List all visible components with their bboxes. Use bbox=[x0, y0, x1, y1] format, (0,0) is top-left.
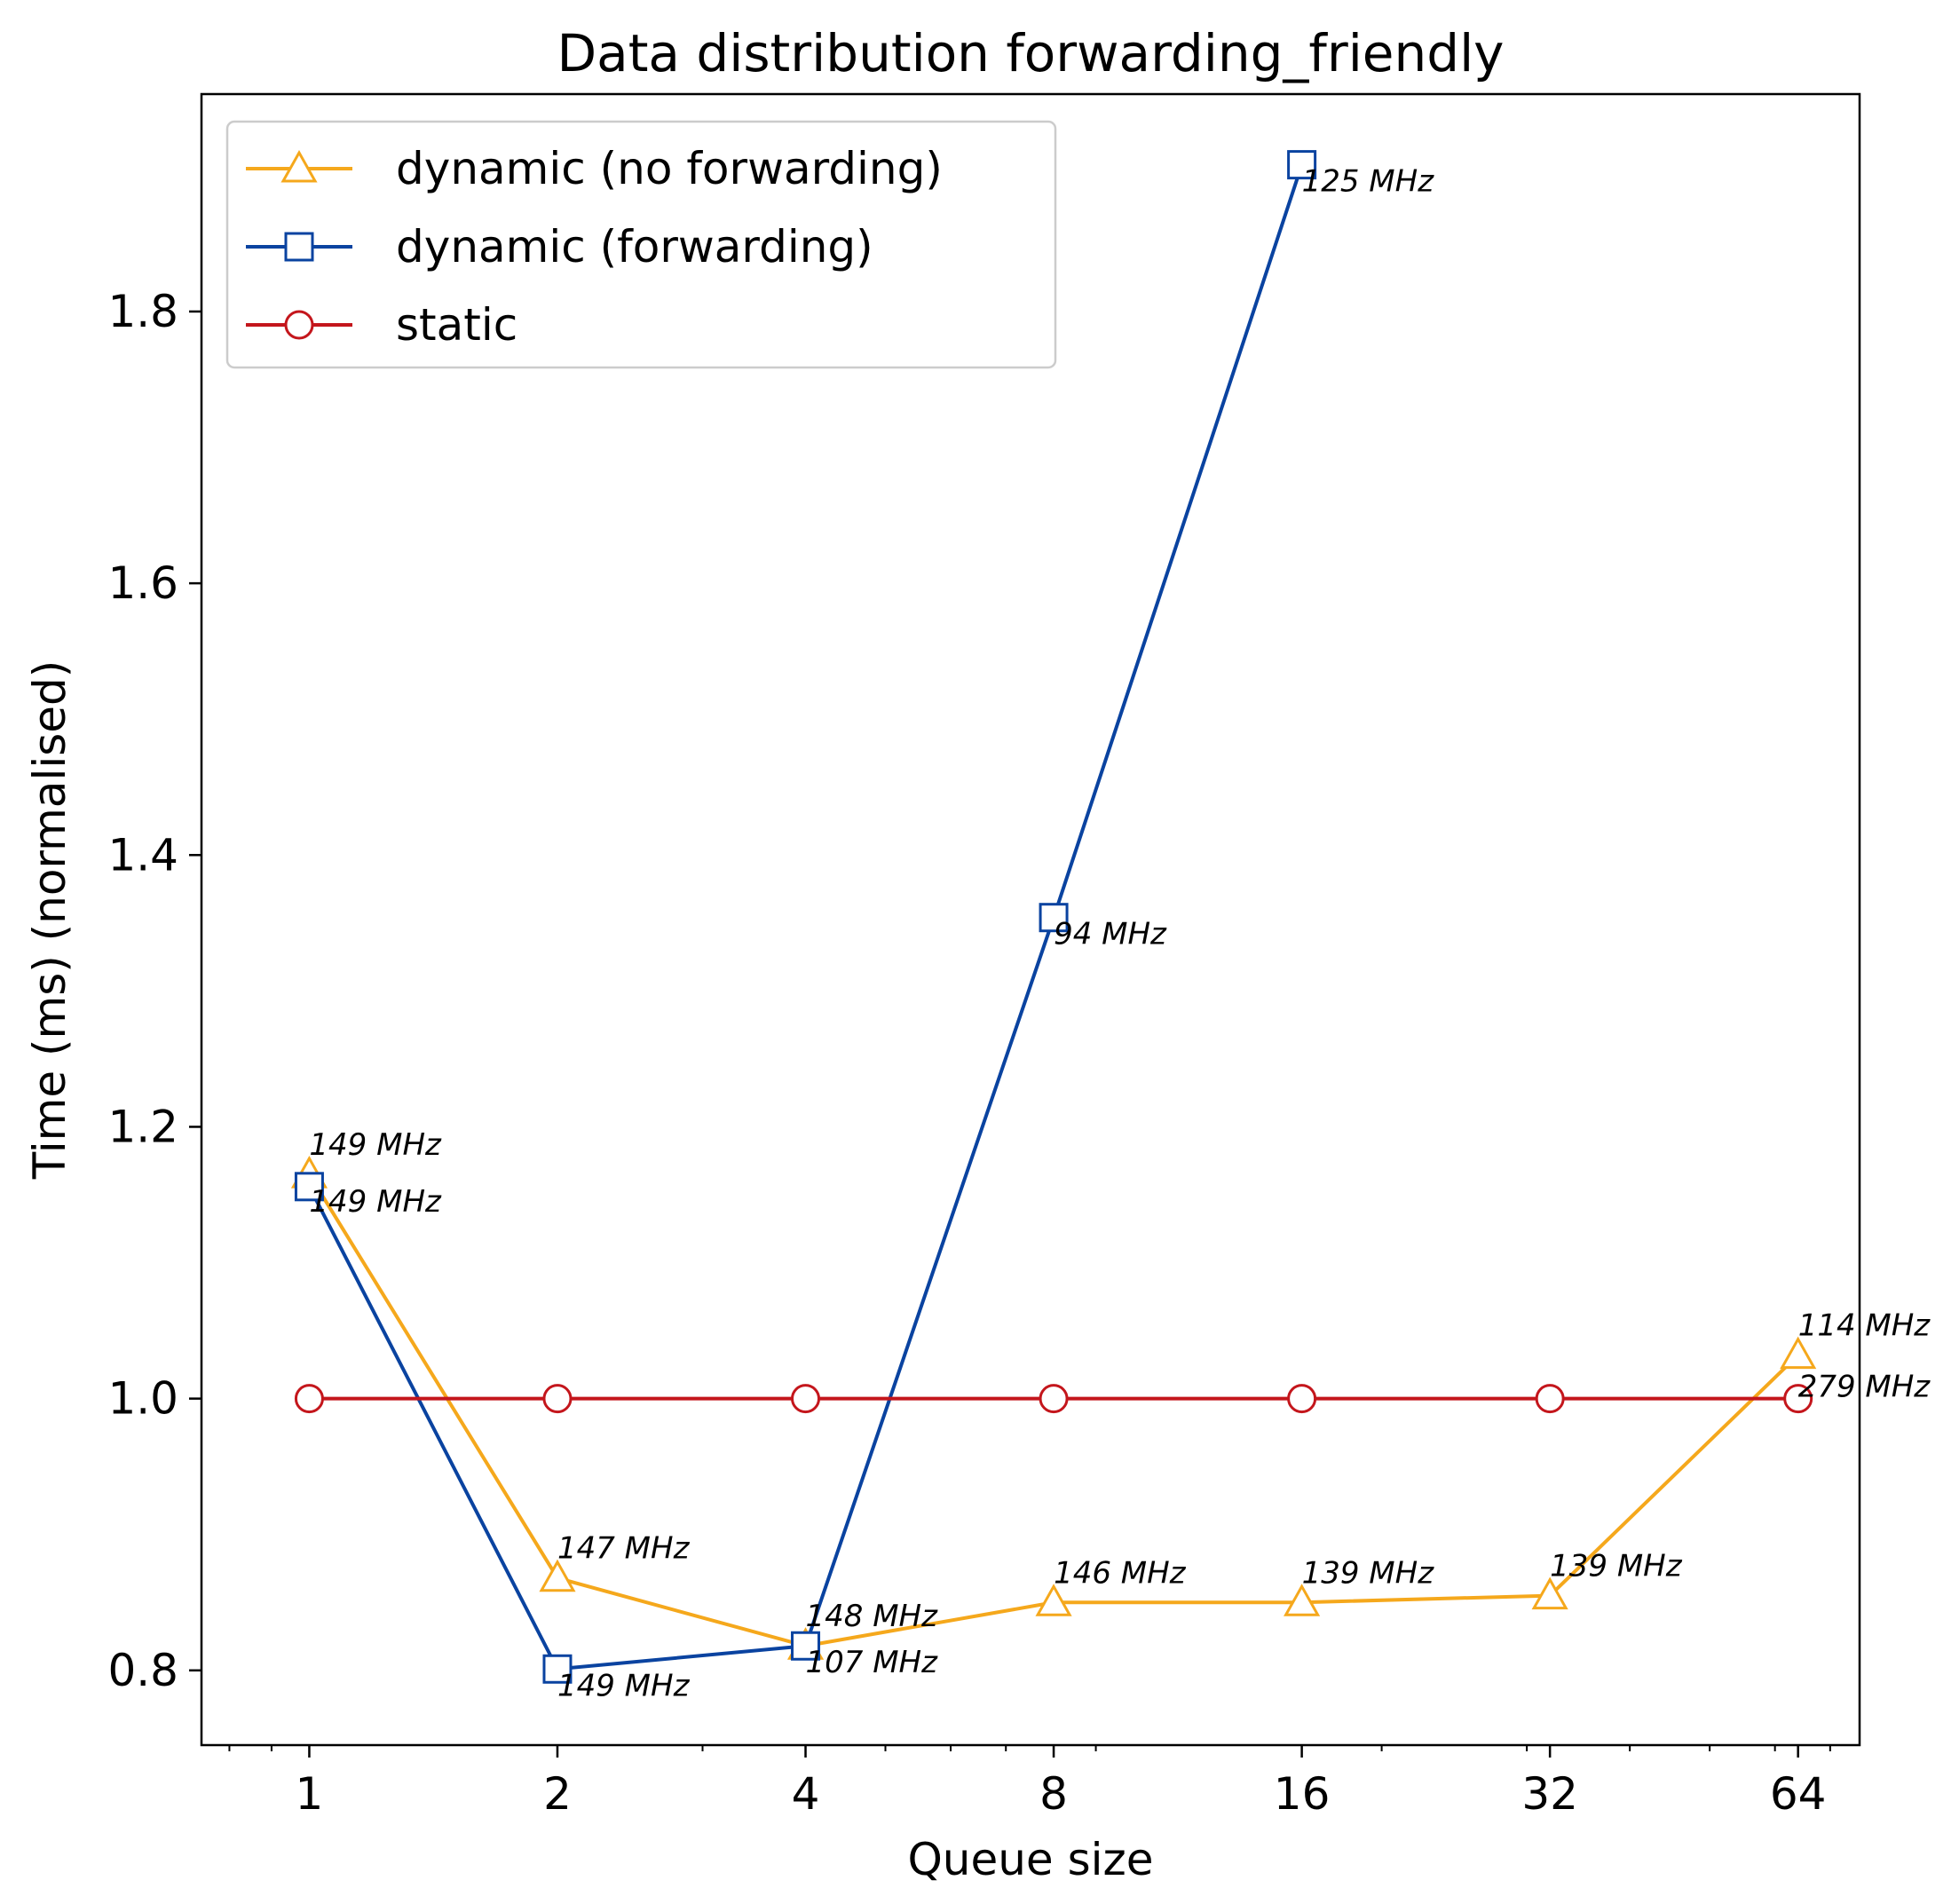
x-tick-label-4: 16 bbox=[1274, 1768, 1331, 1820]
data-label-s1-4: 125 MHz bbox=[1302, 164, 1435, 200]
data-point-s0-3 bbox=[1035, 1584, 1072, 1616]
y-tick-label-2: 1.2 bbox=[107, 1101, 178, 1152]
data-point-s2-2 bbox=[791, 1384, 821, 1414]
y-tick-label-0: 0.8 bbox=[107, 1645, 178, 1696]
data-point-s0-4 bbox=[1284, 1584, 1321, 1616]
data-label-s1-0: 149 MHz bbox=[309, 1184, 442, 1220]
legend-label-0: dynamic (no forwarding) bbox=[396, 143, 943, 194]
chart-title: Data distribution forwarding_friendly bbox=[557, 23, 1504, 83]
legend-label-2: static bbox=[396, 299, 517, 351]
data-label-s0-1: 147 MHz bbox=[557, 1531, 691, 1567]
x-tick-label-6: 64 bbox=[1770, 1768, 1827, 1820]
data-point-s1-2 bbox=[791, 1631, 821, 1661]
data-label-s1-1: 149 MHz bbox=[557, 1668, 691, 1703]
data-point-s1-4 bbox=[1287, 150, 1317, 180]
data-point-s0-1 bbox=[539, 1559, 576, 1592]
legend-marker-2 bbox=[284, 310, 314, 340]
data-label-s0-0: 149 MHz bbox=[309, 1127, 442, 1163]
data-label-s0-4: 139 MHz bbox=[1302, 1555, 1435, 1591]
data-label-s0-2: 148 MHz bbox=[806, 1599, 939, 1634]
data-point-s0-6 bbox=[1780, 1336, 1817, 1370]
plot-area: 149 MHz 147 MHz 148 MHz 146 MHz 139 MHz 139 M… bbox=[290, 150, 1931, 1703]
y-tick-label-4: 1.6 bbox=[107, 557, 178, 609]
y-tick-label-3: 1.4 bbox=[107, 829, 178, 881]
axes: 0.8 1.0 1.2 1.4 1.6 1.8 1 2 4 8 16 32 64 bbox=[107, 286, 1831, 1820]
data-point-s2-5 bbox=[1535, 1384, 1565, 1414]
legend-box bbox=[225, 120, 1057, 369]
x-tick-label-2: 4 bbox=[792, 1768, 820, 1820]
data-point-s0-5 bbox=[1531, 1576, 1568, 1610]
data-label-s1-2: 107 MHz bbox=[806, 1645, 939, 1680]
x-tick-label-3: 8 bbox=[1039, 1768, 1068, 1820]
legend-marker-1 bbox=[284, 232, 314, 262]
y-axis-label: Time (ms) (normalised) bbox=[24, 660, 75, 1181]
x-axis-label: Queue size bbox=[907, 1834, 1153, 1885]
data-label-s0-5: 139 MHz bbox=[1550, 1549, 1683, 1584]
x-tick-label-5: 32 bbox=[1521, 1768, 1578, 1820]
y-tick-label-5: 1.8 bbox=[107, 286, 178, 337]
x-tick-label-1: 2 bbox=[543, 1768, 572, 1820]
legend: dynamic (no forwarding) dynamic (forwardi… bbox=[225, 120, 1057, 369]
data-point-s1-3 bbox=[1039, 903, 1069, 933]
legend-label-1: dynamic (forwarding) bbox=[396, 221, 873, 273]
data-point-s2-3 bbox=[1039, 1384, 1069, 1414]
data-point-s2-1 bbox=[542, 1384, 573, 1414]
data-label-s1-3: 94 MHz bbox=[1054, 917, 1167, 952]
y-tick-label-1: 1.0 bbox=[107, 1373, 178, 1425]
legend-marker-0 bbox=[280, 149, 318, 183]
data-point-s1-1 bbox=[542, 1654, 573, 1684]
x-tick-label-0: 1 bbox=[296, 1768, 324, 1820]
data-point-s2-6 bbox=[1783, 1384, 1813, 1414]
data-label-s2-6: 279 MHz bbox=[1798, 1370, 1931, 1405]
plot-frame bbox=[200, 92, 1861, 1747]
data-point-s2-4 bbox=[1287, 1384, 1317, 1414]
data-point-s1-0 bbox=[294, 1172, 324, 1202]
data-label-s0-3: 146 MHz bbox=[1054, 1555, 1187, 1591]
data-label-s0-6: 114 MHz bbox=[1798, 1308, 1931, 1344]
data-point-s2-0 bbox=[294, 1384, 324, 1414]
